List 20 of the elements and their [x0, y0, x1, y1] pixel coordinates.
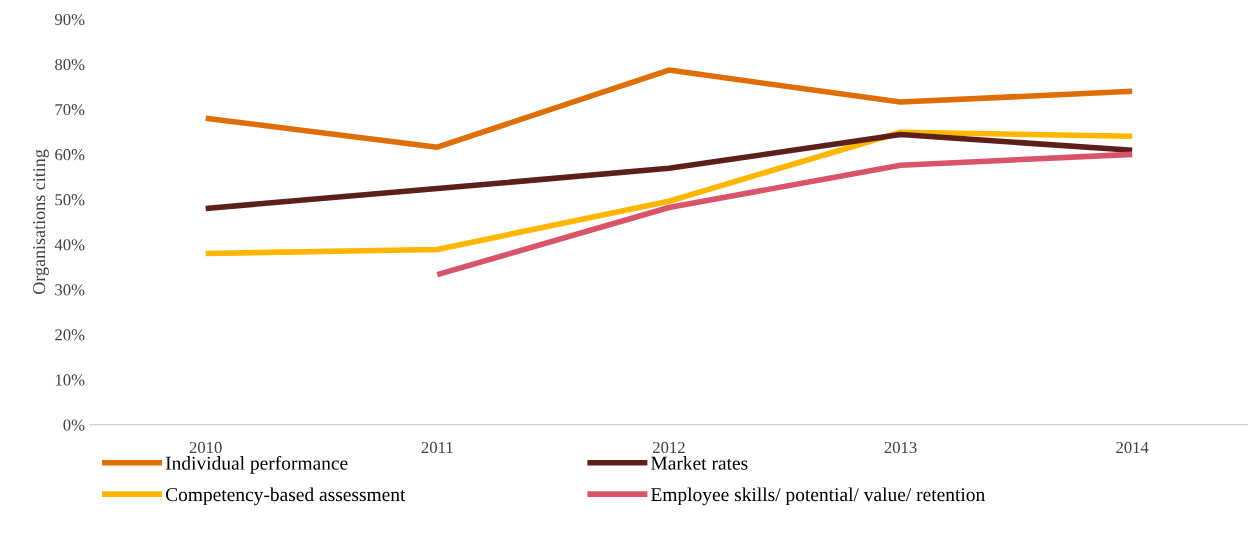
- y-tick-label: 60%: [55, 149, 85, 161]
- y-tick-label: 50%: [55, 194, 85, 206]
- x-tick-label: 2011: [421, 441, 453, 454]
- y-tick-label: 0%: [63, 419, 85, 431]
- y-tick-label: 20%: [55, 329, 85, 341]
- x-tick-label: 2014: [1116, 441, 1149, 454]
- x-tick-label: 2012: [652, 441, 685, 454]
- y-tick-label: 90%: [54, 13, 85, 26]
- y-tick-label: 80%: [55, 58, 85, 71]
- legend-label: Employee skills/ potential/ value/ retention: [651, 487, 985, 506]
- x-tick-label: 2013: [884, 441, 917, 454]
- legend-label: Competency-based assessment: [165, 487, 406, 506]
- y-tick-label: 30%: [55, 284, 85, 296]
- y-tick-label: 70%: [55, 103, 85, 116]
- legend-label: Market rates: [651, 456, 748, 470]
- y-tick-label: 10%: [55, 374, 85, 386]
- y-axis-title: Organisations citing: [33, 149, 49, 294]
- y-tick-label: 40%: [54, 239, 85, 251]
- x-tick-label: 2010: [189, 441, 222, 454]
- legend-label: Individual performance: [165, 455, 348, 474]
